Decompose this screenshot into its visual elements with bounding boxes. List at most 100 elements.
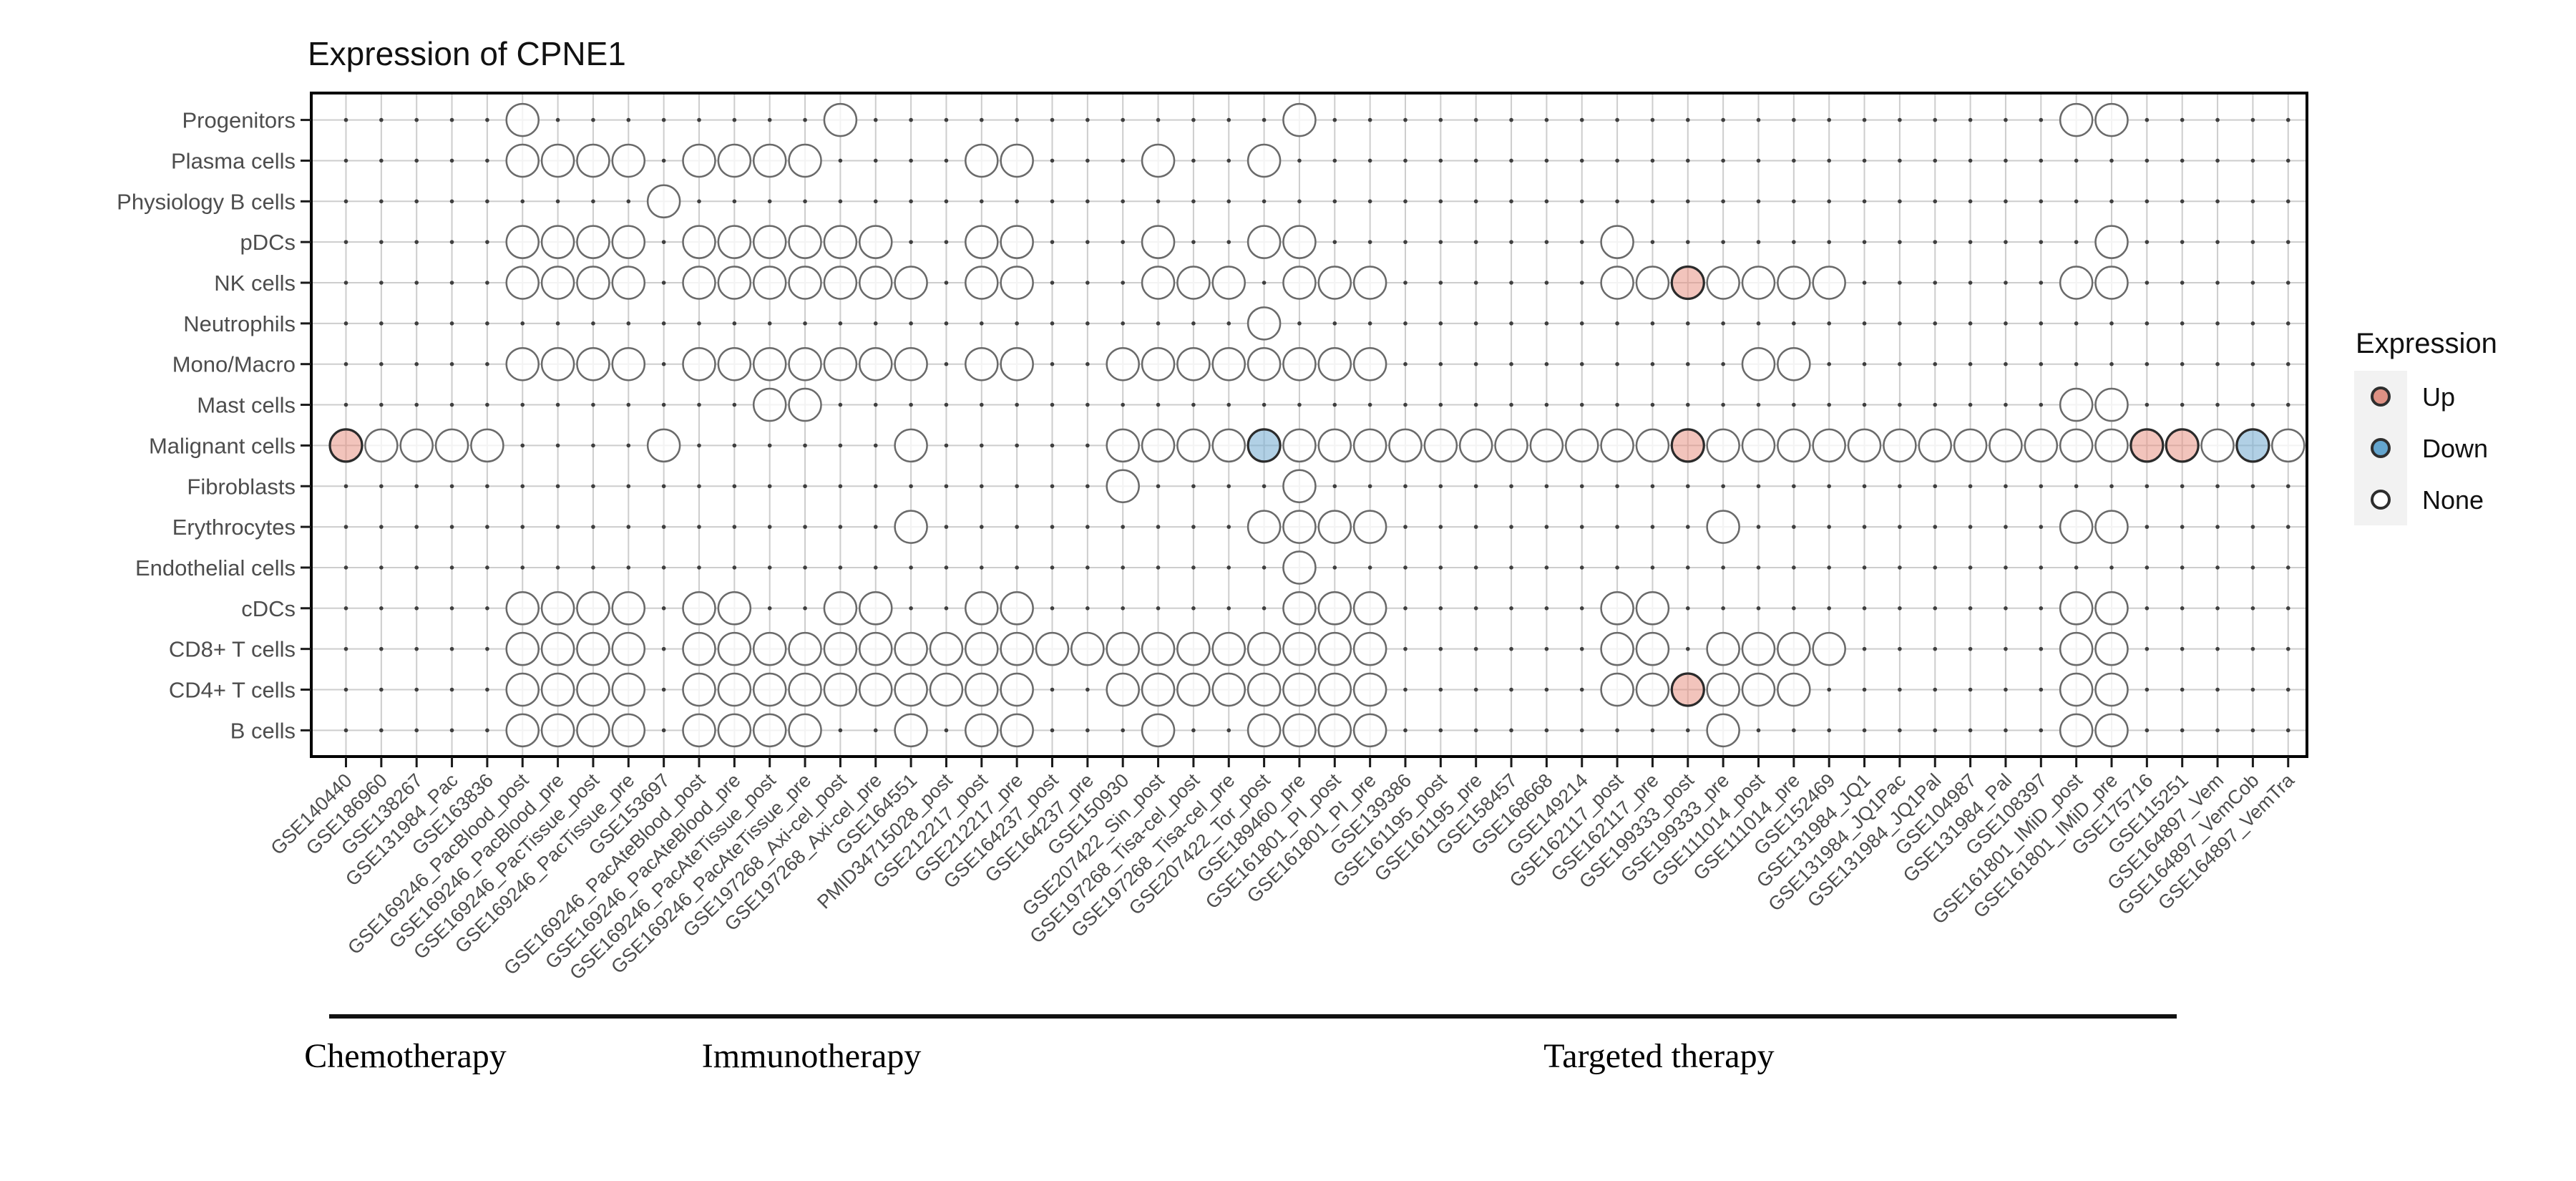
grid-point [1686,402,1690,407]
grid-point [414,565,419,570]
grid-point [1121,199,1125,204]
grid-point [2004,565,2008,570]
expression-dot-none [859,672,893,707]
grid-point [1827,117,1831,122]
grid-point [449,728,454,733]
expression-dot-none [1352,591,1387,626]
grid-point [1544,646,1549,651]
grid-point [1438,361,1443,366]
expression-dot-none [752,225,787,259]
expression-dot-none [1246,510,1282,544]
grid-point [343,565,348,570]
grid-point [1509,606,1513,611]
grid-point [343,158,348,163]
grid-point [944,402,949,407]
expression-dot-none [540,266,575,300]
grid-point [1544,687,1549,692]
grid-point [2250,240,2255,244]
grid-point [1579,606,1584,611]
grid-point [2004,728,2008,733]
expression-dot-none [1741,346,1776,381]
grid-point [2250,728,2255,733]
y-axis-label: Neutrophils [183,311,296,336]
expression-dot-none [1741,631,1776,666]
expression-dot-none [682,266,716,300]
grid-point [1579,646,1584,651]
grid-point [2039,565,2044,570]
grid-point [1615,525,1619,529]
grid-point [803,443,807,448]
grid-point [1615,402,1619,407]
grid-point [555,321,560,326]
grid-point [661,728,666,733]
grid-point [2039,484,2044,489]
expression-dot-none [576,672,610,707]
grid-point [1721,158,1725,163]
grid-point [1509,728,1513,733]
grid-point [2074,565,2079,570]
grid-point [697,199,701,204]
grid-point [591,117,595,122]
grid-point [1015,484,1019,489]
y-axis-label: Physiology B cells [117,189,296,214]
grid-point [1015,402,1019,407]
grid-point [1650,402,1655,407]
grid-point [1827,158,1831,163]
expression-dot-none [1741,428,1776,463]
grid-point [1862,484,1867,489]
grid-point [1544,728,1549,733]
expression-dot-none [788,266,822,300]
expression-dot-none [1635,631,1670,666]
grid-point [980,402,984,407]
grid-point [2285,687,2290,692]
grid-point [1862,199,1867,204]
expression-dot-none [823,346,858,381]
grid-point [485,687,489,692]
grid-point [980,199,984,204]
grid-point [2145,484,2150,489]
grid-point [1050,321,1055,326]
grid-point [980,525,984,529]
grid-point [1403,281,1407,285]
expression-dot-none [965,591,999,626]
grid-point [1367,402,1372,407]
grid-point [1015,443,1019,448]
grid-point [1085,281,1090,285]
expression-dot-none [434,428,469,463]
expression-dot-none [1246,631,1282,666]
expression-dot-none [576,346,610,381]
expression-dot-up [1670,428,1705,463]
grid-point [2039,402,2044,407]
expression-dot-none [682,346,716,381]
grid-point [1827,199,1831,204]
grid-point [2215,687,2220,692]
grid-point [1756,199,1761,204]
expression-dot-none [1352,713,1387,748]
expression-dot-none [1246,346,1282,381]
grid-point [2004,361,2008,366]
grid-point [1297,402,1302,407]
grid-point [661,321,666,326]
grid-point [2145,158,2150,163]
grid-point [2215,117,2220,122]
grid-point [661,484,666,489]
grid-point [1438,525,1443,529]
grid-point [449,402,454,407]
expression-dot-none [717,266,752,300]
expression-dot-none [1777,631,1811,666]
grid-point [449,199,454,204]
grid-point [1968,565,1973,570]
grid-point [944,728,949,733]
expression-dot-none [1706,510,1740,544]
grid-point [1615,321,1619,326]
grid-point [485,158,489,163]
grid-point [1792,728,1796,733]
grid-point [1968,525,1973,529]
grid-point [1968,687,1973,692]
grid-point [626,484,631,489]
expression-dot-none [1070,631,1105,666]
expression-dot-none [576,143,610,178]
expression-dot-none [540,143,575,178]
expression-dot-none [540,631,575,666]
